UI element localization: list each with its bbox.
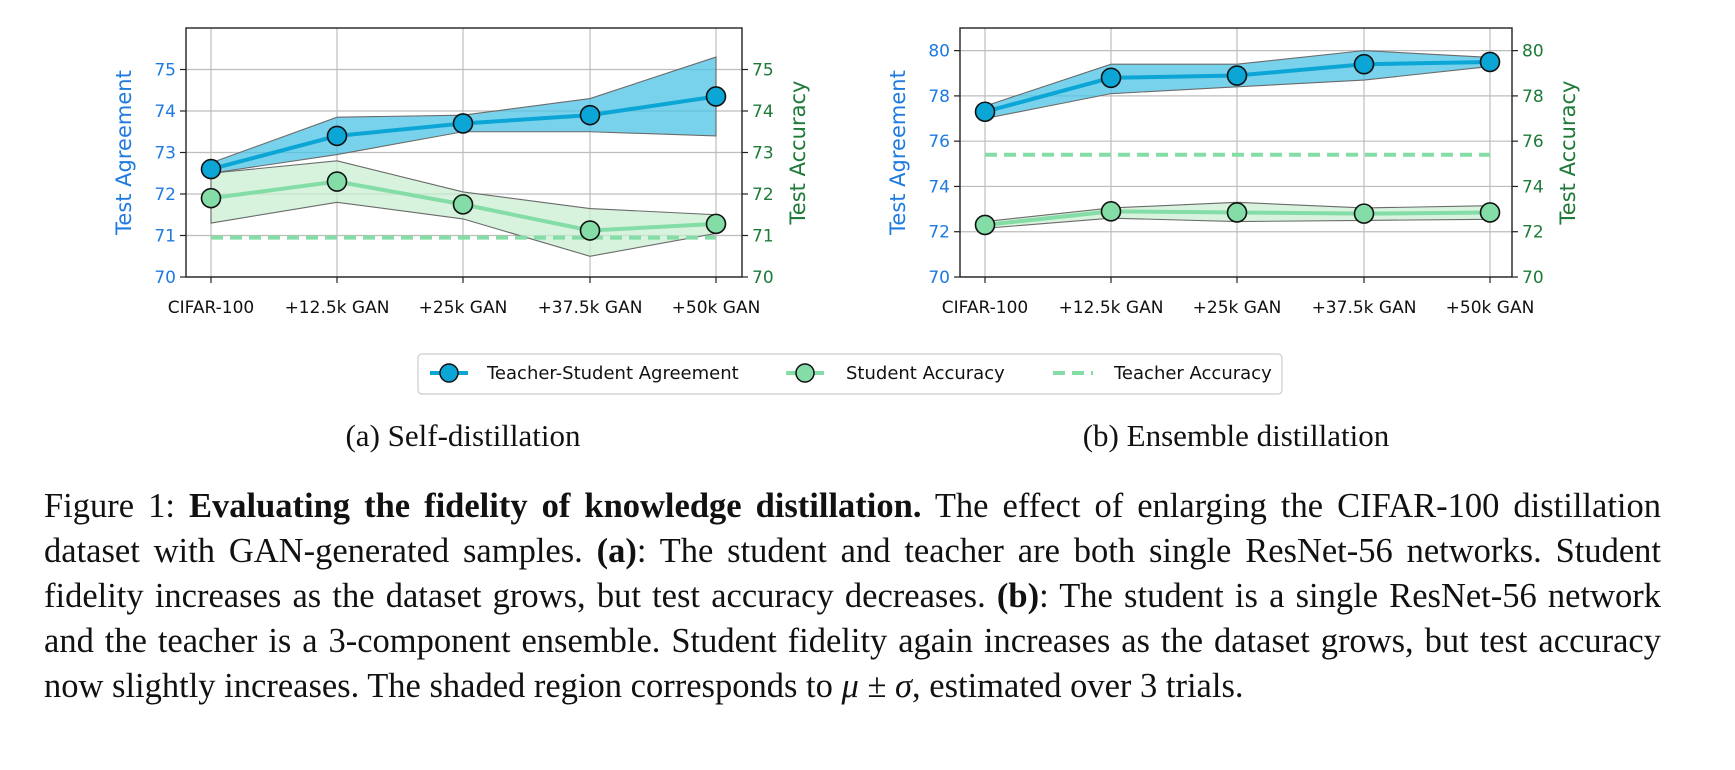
xtick-label-37-5k-gan: +37.5k GAN [1312, 298, 1417, 318]
caption-text-3: : The student is a single ResNet-56 netw… [44, 577, 1661, 705]
agreement-point-1 [1100, 67, 1122, 89]
xtick-label-50k-gan: +50k GAN [1446, 298, 1535, 318]
agreement-point-0 [200, 158, 222, 180]
ytick-left-label-73: 73 [154, 144, 176, 164]
agreement-point-2 [1226, 65, 1248, 86]
subcaption-a: (a) Self-distillation [345, 418, 581, 453]
ytick-left-label-80: 80 [928, 42, 950, 62]
student-accuracy-point-2 [1226, 202, 1248, 223]
ytick-right-label-71: 71 [752, 227, 774, 247]
student-accuracy-point-3 [579, 220, 601, 241]
ytick-left-label-78: 78 [928, 87, 950, 107]
xtick-label-12-5k-gan: +12.5k GAN [1059, 298, 1164, 318]
ytick-left-label-72: 72 [928, 223, 950, 243]
ytick-left-label-74: 74 [928, 177, 950, 197]
ytick-right-label-70: 70 [1522, 268, 1544, 288]
panel-b-ensemble-distillation: 70 72 74 76 78 80 70 72 74 76 78 80 CIFAR-100 +12.5k … [886, 27, 1580, 318]
student-accuracy-point-0 [974, 214, 996, 236]
ytick-left-label-72: 72 [154, 185, 176, 205]
figure-canvas: 70 71 72 73 74 75 70 71 72 73 74 75 CIFAR-100 +12.5k … [112, 27, 1580, 453]
student-accuracy-point-4 [705, 213, 727, 235]
legend-agreement-label: Teacher-Student Agreement [486, 363, 739, 384]
agreement-point-4 [705, 86, 727, 107]
xtick-label-cifar-100: CIFAR-100 [942, 298, 1028, 318]
ytick-right-label-78: 78 [1522, 87, 1544, 107]
student-accuracy-point-0 [200, 187, 222, 209]
agreement-point-2 [452, 113, 474, 134]
ytick-right-label-76: 76 [1522, 132, 1544, 152]
agreement-point-3 [1353, 53, 1375, 75]
ytick-left-label-71: 71 [154, 227, 176, 247]
ytick-left-label-70: 70 [928, 268, 950, 288]
xtick-label-cifar-100: CIFAR-100 [168, 298, 254, 318]
plot-frame [959, 27, 1513, 278]
xtick-label-50k-gan: +50k GAN [672, 298, 761, 318]
xtick-label-12-5k-gan: +12.5k GAN [285, 298, 390, 318]
xtick-label-25k-gan: +25k GAN [419, 298, 508, 318]
xtick-label-25k-gan: +25k GAN [1193, 298, 1282, 318]
subcaption-b: (b) Ensemble distillation [1083, 418, 1390, 453]
legend-teacher-label: Teacher Accuracy [1113, 363, 1272, 384]
student-accuracy-point-3 [1353, 203, 1375, 224]
legend-student-label: Student Accuracy [846, 363, 1005, 384]
ytick-right-label-75: 75 [752, 61, 774, 81]
legend-agreement-marker [439, 363, 459, 383]
ytick-right-label-73: 73 [752, 144, 774, 164]
caption-mu: μ [841, 667, 859, 705]
caption-pm: ± [858, 667, 895, 705]
caption-label-b: (b) [996, 577, 1040, 615]
caption-text-1: The effect of enlarging the CIFAR-100 di… [44, 487, 1662, 570]
student-accuracy-point-1 [326, 171, 348, 192]
legend: Teacher-Student Agreement Student Accura… [417, 353, 1283, 395]
xtick-label-37-5k-gan: +37.5k GAN [538, 298, 643, 318]
ylabel-left: Test Agreement [886, 70, 910, 236]
ytick-right-label-72: 72 [1522, 223, 1544, 243]
agreement-point-4 [1479, 51, 1501, 73]
agreement-point-0 [974, 101, 996, 123]
caption-bold-title: Evaluating the fidelity of knowledge dis… [189, 487, 922, 525]
ytick-right-label-74: 74 [1522, 177, 1544, 197]
ytick-right-label-72: 72 [752, 185, 774, 205]
caption-text-4: , estimated over 3 trials. [912, 667, 1244, 705]
ytick-left-label-74: 74 [154, 102, 176, 122]
ylabel-left: Test Agreement [112, 70, 136, 236]
legend-student-marker [795, 363, 815, 383]
ytick-right-label-74: 74 [752, 102, 774, 122]
caption-label-a: (a) [596, 532, 637, 570]
caption-figure-label: Figure 1: [44, 487, 175, 525]
figure-caption: Figure 1: Evaluating the fidelity of kno… [44, 484, 1661, 709]
legend-frame [417, 353, 1283, 395]
student-accuracy-point-4 [1479, 202, 1501, 223]
agreement-point-3 [579, 104, 601, 126]
ylabel-right: Test Accuracy [786, 81, 810, 226]
caption-text-2: : The student and teacher are both singl… [44, 532, 1661, 615]
ytick-right-label-80: 80 [1522, 42, 1544, 62]
ytick-right-label-70: 70 [752, 268, 774, 288]
ytick-left-label-76: 76 [928, 132, 950, 152]
agreement-point-1 [326, 125, 348, 147]
ylabel-right: Test Accuracy [1556, 81, 1580, 226]
ytick-left-label-70: 70 [154, 268, 176, 288]
panel-a-self-distillation: 70 71 72 73 74 75 70 71 72 73 74 75 CIFAR-100 +12.5k … [112, 27, 810, 318]
caption-sigma: σ [895, 667, 913, 705]
ytick-left-label-75: 75 [154, 61, 176, 81]
student-accuracy-point-2 [452, 194, 474, 215]
student-accuracy-point-1 [1100, 201, 1122, 222]
